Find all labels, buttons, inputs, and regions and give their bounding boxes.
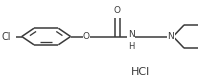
Text: H: H xyxy=(128,42,134,51)
Text: O: O xyxy=(114,6,121,15)
Text: O: O xyxy=(83,32,90,41)
Text: N: N xyxy=(128,30,134,39)
Text: N: N xyxy=(168,32,174,41)
Text: Cl: Cl xyxy=(1,32,11,42)
Text: HCl: HCl xyxy=(131,67,150,77)
